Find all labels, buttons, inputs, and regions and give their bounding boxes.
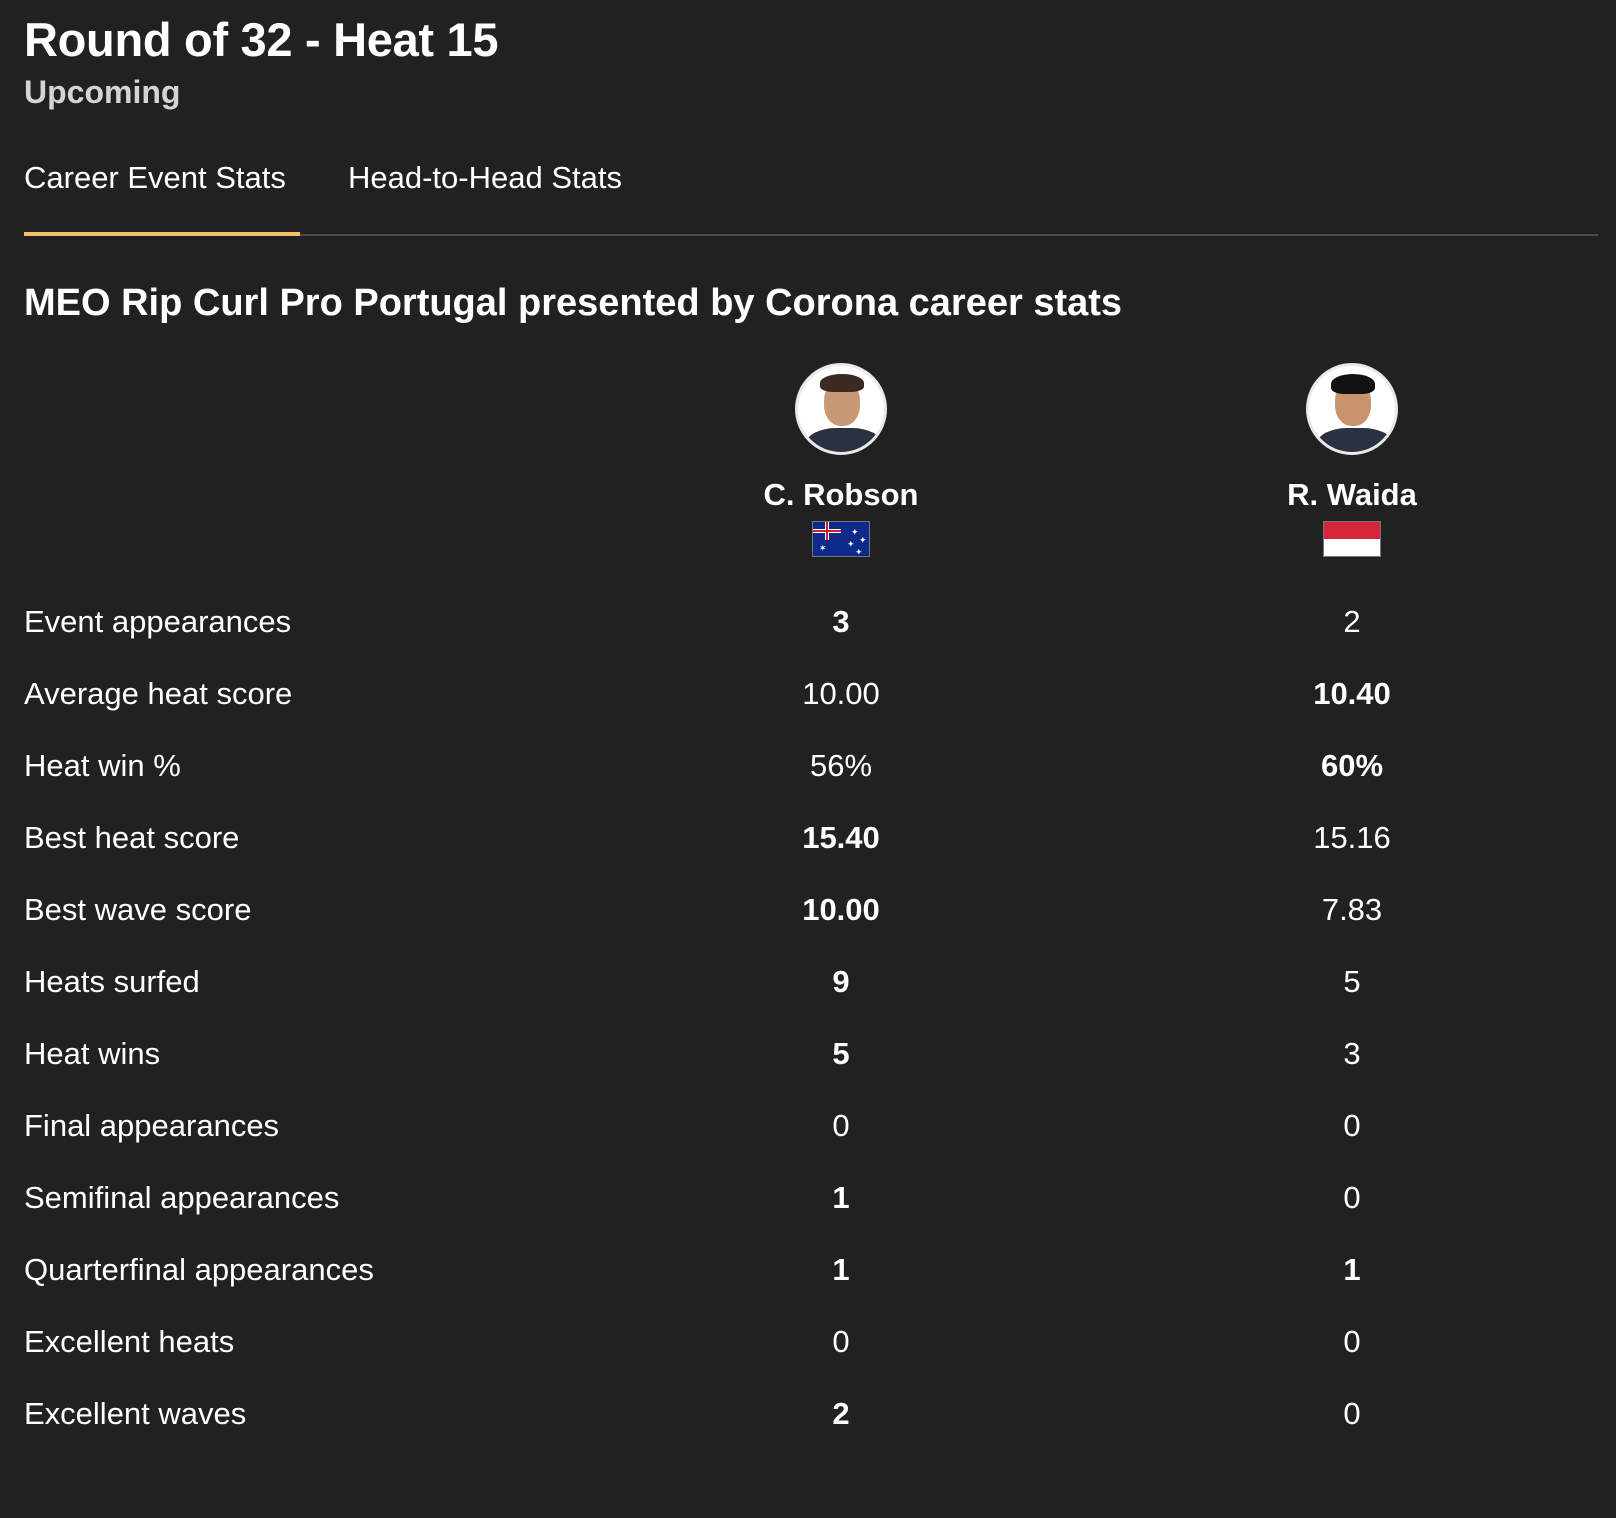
stat-value-waida: 0 xyxy=(1343,1108,1361,1143)
stat-row: Semifinal appearances 1 0 xyxy=(0,1180,1616,1220)
tab-head-to-head-stats[interactable]: Head-to-Head Stats xyxy=(348,160,622,195)
australia-flag-icon: ✶ ✦ ✦ ✦ ✦ xyxy=(812,521,870,557)
stat-value-waida: 0 xyxy=(1343,1324,1361,1359)
stat-value-robson: 15.40 xyxy=(802,820,880,855)
tab-career-event-stats[interactable]: Career Event Stats xyxy=(24,160,286,195)
surfer-name: R. Waida xyxy=(1287,477,1417,512)
section-title: MEO Rip Curl Pro Portugal presented by C… xyxy=(24,282,1123,324)
stat-value-robson: 1 xyxy=(832,1252,850,1287)
stat-value-robson: 3 xyxy=(832,604,850,639)
stats-tabs: Career Event Stats Head-to-Head Stats xyxy=(24,0,1598,238)
stat-value-waida: 15.16 xyxy=(1313,820,1391,855)
stat-label: Quarterfinal appearances xyxy=(24,1252,374,1287)
stat-value-robson: 10.00 xyxy=(802,676,880,711)
stat-value-robson: 2 xyxy=(832,1396,850,1431)
tab-divider xyxy=(24,234,1598,236)
stat-row: Best heat score 15.40 15.16 xyxy=(0,820,1616,860)
stat-value-waida: 3 xyxy=(1343,1036,1361,1071)
avatar xyxy=(1306,363,1398,455)
avatar xyxy=(795,363,887,455)
stat-label: Semifinal appearances xyxy=(24,1180,340,1215)
stat-value-robson: 1 xyxy=(832,1180,850,1215)
stat-label: Excellent waves xyxy=(24,1396,247,1431)
stat-label: Best wave score xyxy=(24,892,252,927)
stat-value-waida: 0 xyxy=(1343,1396,1361,1431)
stat-row: Average heat score 10.00 10.40 xyxy=(0,676,1616,716)
stat-value-waida: 60% xyxy=(1320,748,1384,783)
stat-value-robson: 0 xyxy=(832,1108,850,1143)
stat-label: Best heat score xyxy=(24,820,240,855)
stat-value-waida: 1 xyxy=(1343,1252,1361,1287)
stat-value-robson: 9 xyxy=(832,964,850,999)
surfer-column-waida: R. Waida xyxy=(1192,363,1512,557)
heat-title: Round of 32 - Heat 15 xyxy=(24,13,499,66)
stat-value-waida: 5 xyxy=(1343,964,1361,999)
stat-value-robson: 5 xyxy=(832,1036,850,1071)
stat-label: Final appearances xyxy=(24,1108,280,1143)
stat-row: Excellent waves 2 0 xyxy=(0,1396,1616,1436)
stat-label: Average heat score xyxy=(24,676,293,711)
stat-value-robson: 56% xyxy=(809,748,873,783)
active-tab-indicator xyxy=(24,232,300,236)
indonesia-flag-icon xyxy=(1323,521,1381,557)
stat-row: Event appearances 3 2 xyxy=(0,604,1616,644)
stat-row: Excellent heats 0 0 xyxy=(0,1324,1616,1364)
surfer-name: C. Robson xyxy=(763,477,919,512)
stat-row: Heat win % 56% 60% xyxy=(0,748,1616,788)
heat-status: Upcoming xyxy=(24,74,181,110)
stat-row: Heats surfed 9 5 xyxy=(0,964,1616,1004)
stat-value-waida: 7.83 xyxy=(1321,892,1383,927)
surfer-column-robson: C. Robson ✶ ✦ ✦ ✦ ✦ xyxy=(681,363,1001,557)
stat-value-robson: 10.00 xyxy=(802,892,880,927)
stat-label: Heats surfed xyxy=(24,964,200,999)
stat-value-waida: 0 xyxy=(1343,1180,1361,1215)
stat-label: Excellent heats xyxy=(24,1324,235,1359)
stat-label: Event appearances xyxy=(24,604,292,639)
stat-row: Heat wins 5 3 xyxy=(0,1036,1616,1076)
stat-row: Final appearances 0 0 xyxy=(0,1108,1616,1148)
stat-label: Heat wins xyxy=(24,1036,161,1071)
stat-value-waida: 2 xyxy=(1343,604,1361,639)
stat-value-robson: 0 xyxy=(832,1324,850,1359)
stat-value-waida: 10.40 xyxy=(1313,676,1391,711)
stat-row: Quarterfinal appearances 1 1 xyxy=(0,1252,1616,1292)
stat-label: Heat win % xyxy=(24,748,181,783)
stat-row: Best wave score 10.00 7.83 xyxy=(0,892,1616,932)
